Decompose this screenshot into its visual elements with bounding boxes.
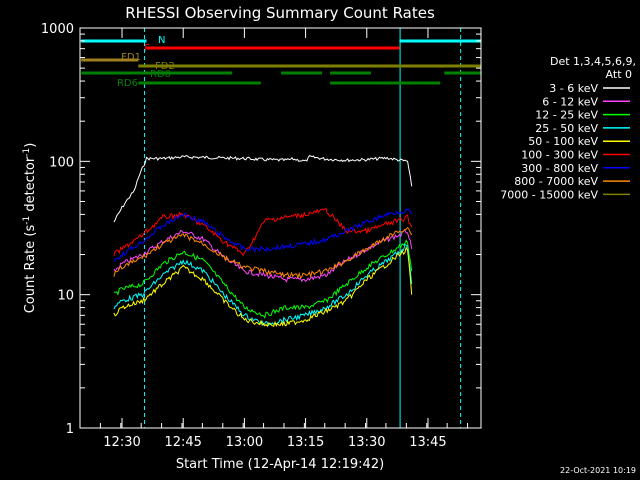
footer-timestamp: 22-Oct-2021 10:19 — [560, 466, 636, 475]
series-line-12-25-kev — [113, 239, 413, 319]
x-tick-label-0: 12:30 — [103, 435, 140, 450]
y-tick-label-0: 1 — [66, 422, 74, 437]
legend-label-4: 50 - 100 keV — [528, 135, 598, 148]
legend-label-3: 25 - 50 keV — [535, 122, 598, 135]
x-tick-label-1: 12:45 — [164, 435, 201, 450]
series-line-3-6-kev — [113, 155, 413, 223]
legend-header-line-2: Att 0 — [606, 68, 632, 81]
legend-header-line-1: Det 1,3,4,5,6,9, — [550, 55, 636, 68]
y-tick-label-2: 100 — [49, 155, 74, 170]
series-line-50-100-kev — [113, 245, 413, 328]
y-label-part-3: ) — [23, 143, 38, 148]
flag-label-f: F — [144, 43, 150, 54]
flag-label-fd1: FD1 — [121, 52, 141, 63]
legend-label-2: 12 - 25 keV — [535, 109, 598, 122]
series-line-100-300-kev — [113, 207, 413, 257]
flag-label-fd2: FD2 — [155, 61, 175, 72]
axis-ticks: 12:30 12:45 13:00 13:15 13:30 13:45 1 10 100 1000 — [41, 22, 481, 450]
y-label-part-2: detector — [23, 156, 38, 216]
flag-label-rd6: RD6 — [117, 78, 138, 89]
plot-frame — [79, 27, 482, 429]
chart-title: RHESSI Observing Summary Count Rates — [125, 4, 435, 22]
series-layer — [113, 155, 413, 328]
flag-label-n: N — [158, 35, 165, 46]
y-label-exponent-2: -1 — [22, 148, 32, 157]
series-line-300-800-kev — [113, 208, 413, 263]
legend-label-1: 6 - 12 keV — [542, 95, 598, 108]
x-tick-label-5: 13:45 — [409, 435, 446, 450]
legend-label-0: 3 - 6 keV — [549, 82, 598, 95]
legend-label-8: 7000 - 15000 keV — [500, 188, 598, 201]
y-label-exponent: -1 — [22, 216, 32, 225]
legend-label-6: 300 - 800 keV — [521, 162, 598, 175]
x-tick-label-3: 13:15 — [287, 435, 324, 450]
x-axis-label: Start Time (12-Apr-14 12:19:42) — [176, 457, 384, 472]
y-tick-label-1: 10 — [57, 289, 74, 304]
series-line-800-7000-kev — [113, 226, 413, 280]
y-axis-label: Count Rate (s-1 detector-1) — [22, 143, 38, 314]
x-tick-label-2: 13:00 — [226, 435, 263, 450]
x-tick-label-4: 13:30 — [348, 435, 385, 450]
y-label-part: Count Rate (s — [23, 225, 38, 314]
y-tick-label-3: 1000 — [41, 22, 74, 37]
flag-label-rd0: RD0 — [150, 69, 171, 80]
legend-label-5: 100 - 300 keV — [521, 149, 598, 162]
legend-label-7: 800 - 7000 keV — [514, 175, 598, 188]
series-line-25-50-kev — [113, 243, 413, 327]
